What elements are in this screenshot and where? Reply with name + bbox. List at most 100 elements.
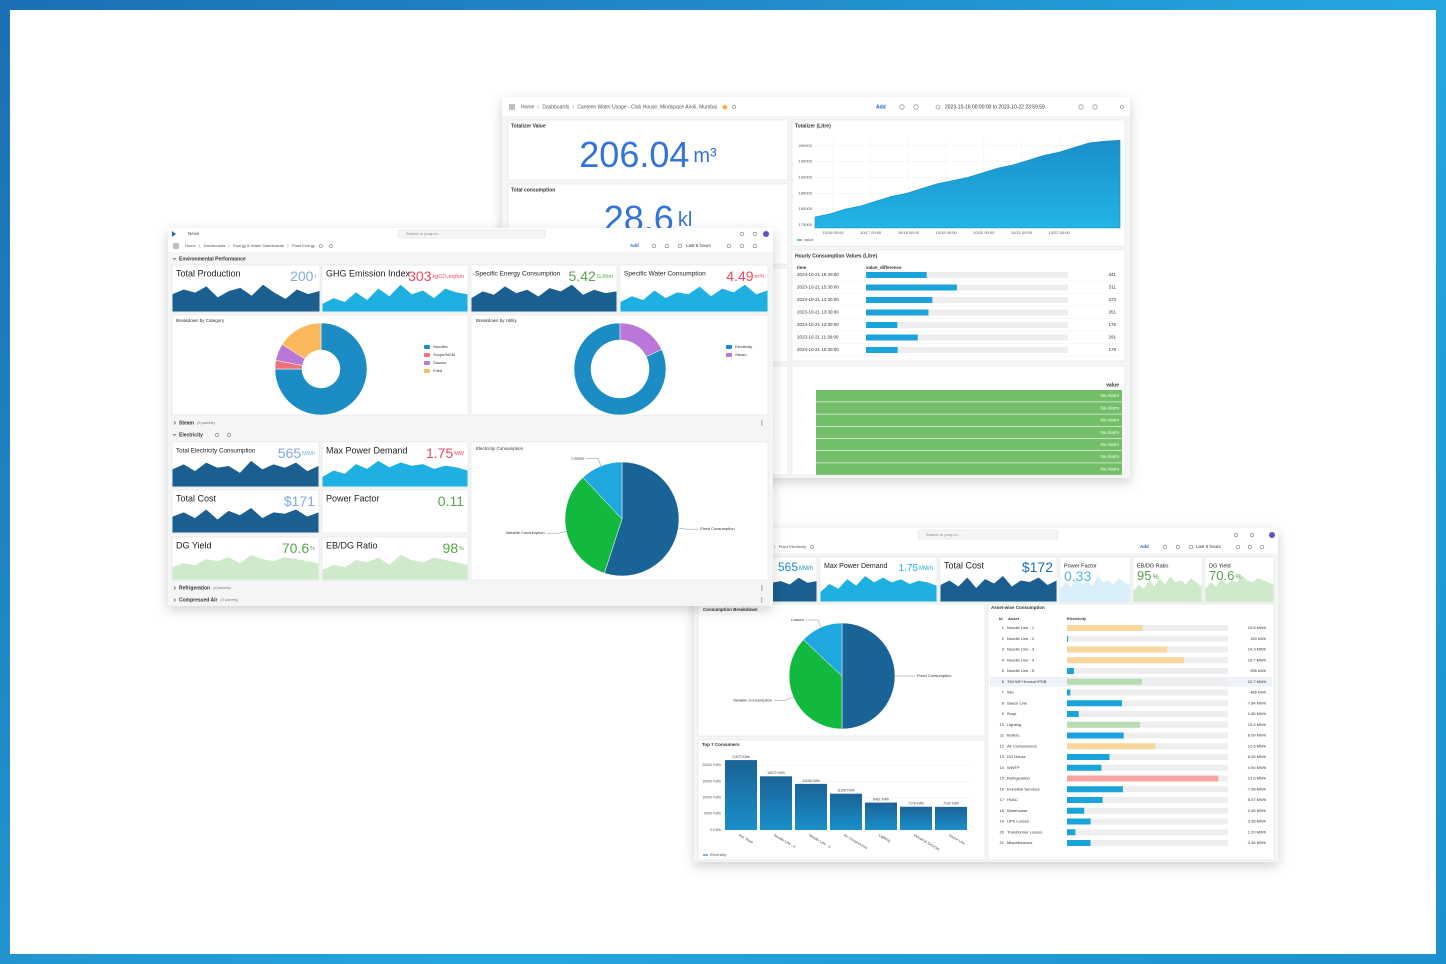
toolbar-icon[interactable]	[935, 104, 941, 110]
toolbar-icon[interactable]	[739, 243, 745, 249]
menu-icon[interactable]	[509, 104, 515, 110]
bar	[725, 760, 757, 830]
breadcrumb-item: Home	[185, 243, 196, 248]
value-unit: kl	[678, 209, 692, 231]
stat-number: 565	[278, 445, 302, 461]
legend-label: Steam	[735, 352, 747, 357]
x-tick-label: 10/19 00:00	[936, 230, 958, 235]
toolbar-icon[interactable]	[1259, 544, 1265, 550]
toolbar-icon[interactable]	[752, 243, 758, 249]
bar	[900, 806, 932, 830]
toolbar-icon[interactable]	[810, 545, 814, 549]
bar	[830, 793, 862, 830]
panel-title: Electricity Consumption	[476, 446, 524, 451]
table-bar	[866, 272, 927, 278]
sparkline	[940, 576, 1057, 602]
toolbar-icon[interactable]	[319, 244, 323, 248]
column-header: value	[1106, 382, 1119, 388]
app-name: Nexis	[188, 231, 200, 236]
row-title: Compressed Air	[179, 597, 217, 603]
leader-line	[586, 458, 602, 467]
toolbar-icon[interactable]	[1092, 104, 1098, 110]
table-bar	[1067, 743, 1156, 750]
pie-slice	[564, 477, 623, 574]
alarm-cell: No Alarm	[1100, 454, 1119, 459]
toolbar-icon[interactable]	[1247, 544, 1253, 550]
toolbar-icon[interactable]	[726, 243, 732, 249]
toolbar-icon[interactable]	[329, 244, 333, 248]
stat-number: 303	[408, 268, 432, 284]
toolbar-icon[interactable]	[1120, 105, 1124, 109]
toolbar-icon[interactable]	[899, 104, 905, 110]
toolbar-icon[interactable]	[1078, 104, 1084, 110]
stat-number: 200	[290, 268, 314, 284]
cell-value: 10.8 MWh	[1248, 625, 1266, 630]
table-bar	[1067, 711, 1079, 717]
stat-number: 70.6	[282, 540, 309, 556]
cell-asset: Sauce Line	[1007, 700, 1028, 705]
toolbar-icon[interactable]	[1249, 532, 1255, 538]
cell-id: 1	[1002, 625, 1005, 630]
star-icon[interactable]	[721, 104, 728, 110]
stat-unit: MWh	[919, 566, 933, 572]
cell-value: 341	[1108, 272, 1116, 277]
toolbar-icon[interactable]	[677, 243, 683, 249]
stat-unit: %	[459, 546, 464, 552]
toolbar-icon[interactable]	[752, 231, 758, 237]
alarm-cell: No Alarm	[1100, 393, 1119, 398]
toolbar-icon[interactable]	[732, 105, 736, 109]
cell-id: 20	[1000, 829, 1005, 834]
stat-title: Specific Energy Consumption	[475, 271, 561, 278]
legend-label: value	[804, 237, 814, 242]
toolbar-icon[interactable]	[1188, 544, 1194, 550]
y-tick-label: 20000 KWh	[702, 763, 721, 767]
toolbar-icon[interactable]	[651, 243, 657, 249]
stat-title: Specific Water Consumption	[624, 271, 706, 278]
column-header: Id	[999, 616, 1003, 621]
toolbar-icon[interactable]	[1233, 532, 1239, 538]
stat-title: DG Yield	[1209, 563, 1231, 569]
toolbar-icon[interactable]	[1235, 544, 1241, 550]
toolbar-icon[interactable]	[739, 231, 745, 237]
toolbar-icon[interactable]	[1175, 544, 1181, 550]
stat-title: Total Production	[176, 268, 241, 278]
avatar[interactable]	[763, 231, 769, 237]
toolbar-icon[interactable]	[913, 104, 919, 110]
toolbar-icon[interactable]	[227, 433, 231, 437]
cell-asset: Boilers	[1007, 733, 1019, 738]
cell-time: 2023-10-21 15:30:00	[797, 285, 839, 290]
breadcrumb-item: Home	[521, 104, 535, 110]
avatar[interactable]	[1269, 532, 1275, 538]
cell-asset: DG House	[1007, 754, 1026, 759]
legend-label: Scope/MCM	[433, 352, 455, 357]
y-tick-label: 175000	[799, 222, 813, 227]
breadcrumb-item: Canteen Water Usage - Club House, Mindsp…	[577, 104, 717, 110]
stat-value: 4.49m³/t	[726, 268, 764, 284]
slice-label: Variable Consumption	[733, 697, 772, 702]
x-tick-label: 10/16 00:00	[822, 230, 844, 235]
toolbar-icon[interactable]	[215, 433, 219, 437]
stat-unit: MWh	[302, 451, 315, 457]
bar-track	[1067, 700, 1228, 707]
stat-value: 1.75MW	[426, 445, 465, 461]
drag-handle	[761, 597, 763, 603]
chevron	[173, 598, 176, 602]
value-unit: m³	[693, 145, 717, 167]
breadcrumb-item: Energy & Water Dashboards	[233, 243, 284, 248]
panel-title: Totalizer Value	[511, 123, 546, 129]
toolbar-icon[interactable]	[1162, 544, 1168, 550]
bar-track	[1067, 754, 1228, 760]
menu-icon[interactable]	[173, 243, 179, 249]
toolbar-icon[interactable]	[664, 243, 670, 249]
section-title: Electricity	[179, 432, 203, 438]
cell-value: 1.66 MWh	[1248, 711, 1266, 716]
data-label: 14235 KWh	[802, 779, 820, 783]
cell-value: 4.90 MWh	[1248, 765, 1266, 770]
bar-track	[1067, 807, 1228, 814]
stat-value: 70.6%	[1209, 568, 1242, 583]
cell-asset: Lighting	[1007, 722, 1021, 727]
drag-handle	[761, 420, 763, 426]
y-tick-label: 5000 KWh	[704, 812, 721, 816]
pie-slice	[788, 639, 843, 730]
table-bar	[1067, 829, 1076, 836]
